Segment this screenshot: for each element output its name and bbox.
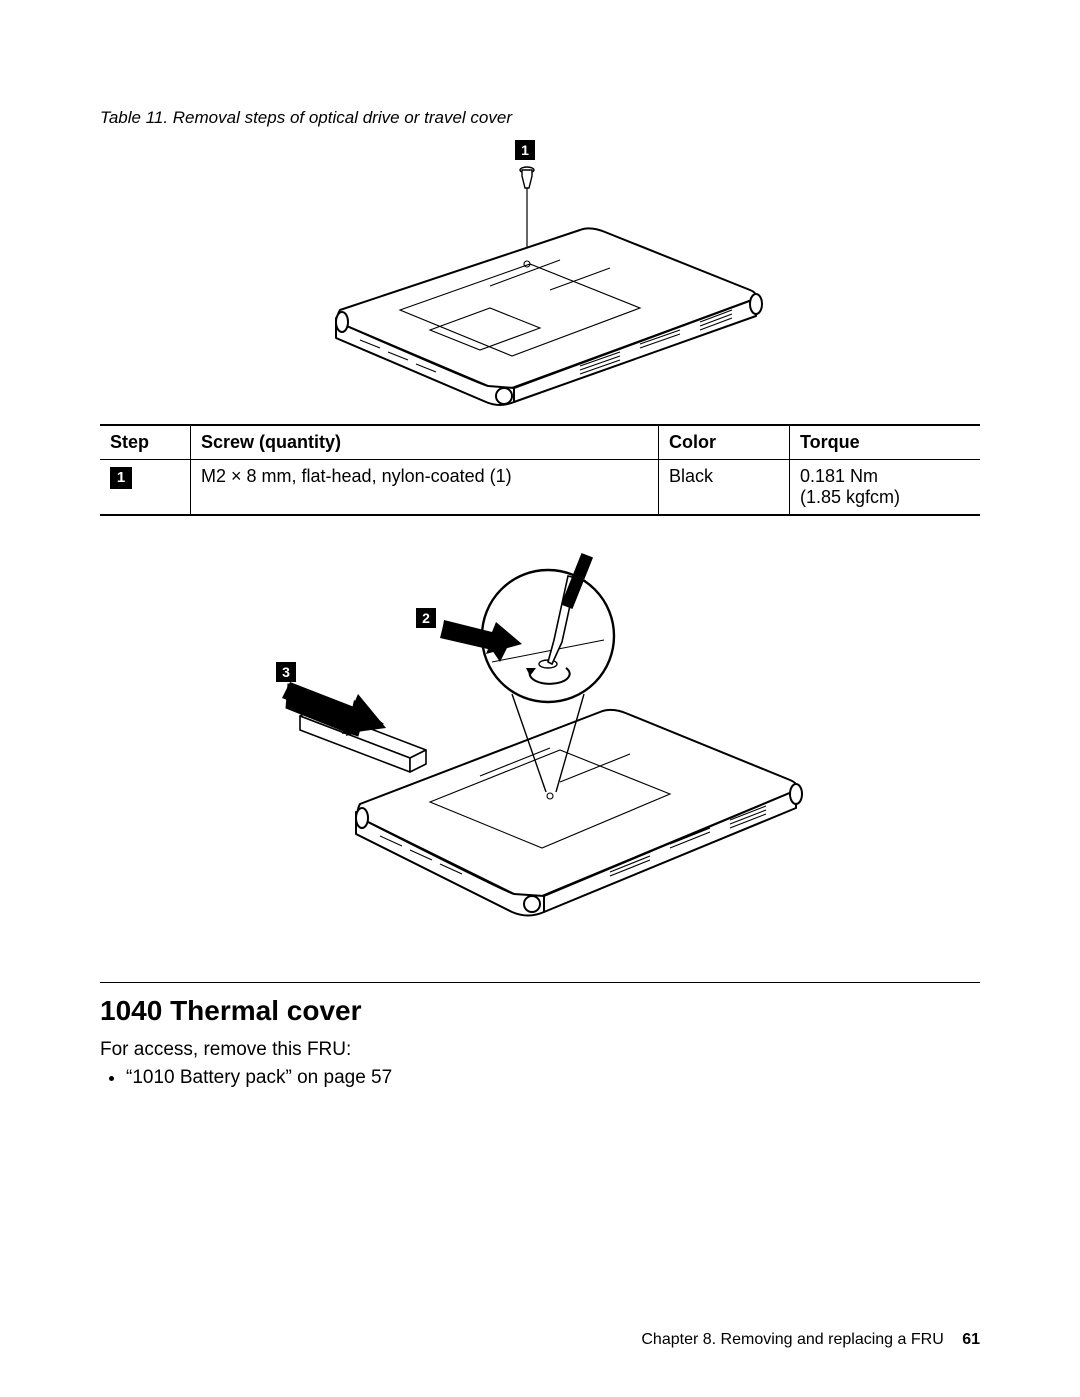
section-intro: For access, remove this FRU: bbox=[100, 1037, 980, 1063]
table-caption: Table 11. Removal steps of optical drive… bbox=[100, 108, 980, 128]
td-color: Black bbox=[659, 460, 790, 516]
footer-page-number: 61 bbox=[962, 1331, 980, 1348]
th-torque: Torque bbox=[790, 425, 981, 460]
torque-kgfcm: (1.85 kgfcm) bbox=[800, 487, 900, 507]
figure-optical-drive-screw: 1 bbox=[280, 140, 800, 410]
step-badge-1: 1 bbox=[110, 467, 132, 489]
section-divider bbox=[100, 982, 980, 983]
td-torque: 0.181 Nm (1.85 kgfcm) bbox=[790, 460, 981, 516]
figure-optical-drive-removal: 2 3 bbox=[230, 544, 850, 944]
th-color: Color bbox=[659, 425, 790, 460]
torque-nm: 0.181 Nm bbox=[800, 466, 878, 486]
table-header-row: Step Screw (quantity) Color Torque bbox=[100, 425, 980, 460]
prereq-item: “1010 Battery pack” on page 57 bbox=[126, 1067, 980, 1089]
callout-2: 2 bbox=[416, 608, 436, 628]
screw-spec-table: Step Screw (quantity) Color Torque 1 M2 … bbox=[100, 424, 980, 516]
section-heading-thermal-cover: 1040 Thermal cover bbox=[100, 995, 980, 1027]
table-row: 1 M2 × 8 mm, flat-head, nylon-coated (1)… bbox=[100, 460, 980, 516]
footer-chapter: Chapter 8. Removing and replacing a FRU bbox=[641, 1331, 943, 1348]
td-screw: M2 × 8 mm, flat-head, nylon-coated (1) bbox=[191, 460, 659, 516]
laptop-underside-illustration-2 bbox=[230, 544, 850, 944]
prereq-list: “1010 Battery pack” on page 57 bbox=[100, 1067, 980, 1089]
page-footer: Chapter 8. Removing and replacing a FRU … bbox=[641, 1331, 980, 1349]
callout-3: 3 bbox=[276, 662, 296, 682]
th-screw: Screw (quantity) bbox=[191, 425, 659, 460]
th-step: Step bbox=[100, 425, 191, 460]
laptop-underside-illustration-1 bbox=[280, 140, 800, 410]
manual-page: Table 11. Removal steps of optical drive… bbox=[0, 0, 1080, 1397]
td-step: 1 bbox=[100, 460, 191, 516]
